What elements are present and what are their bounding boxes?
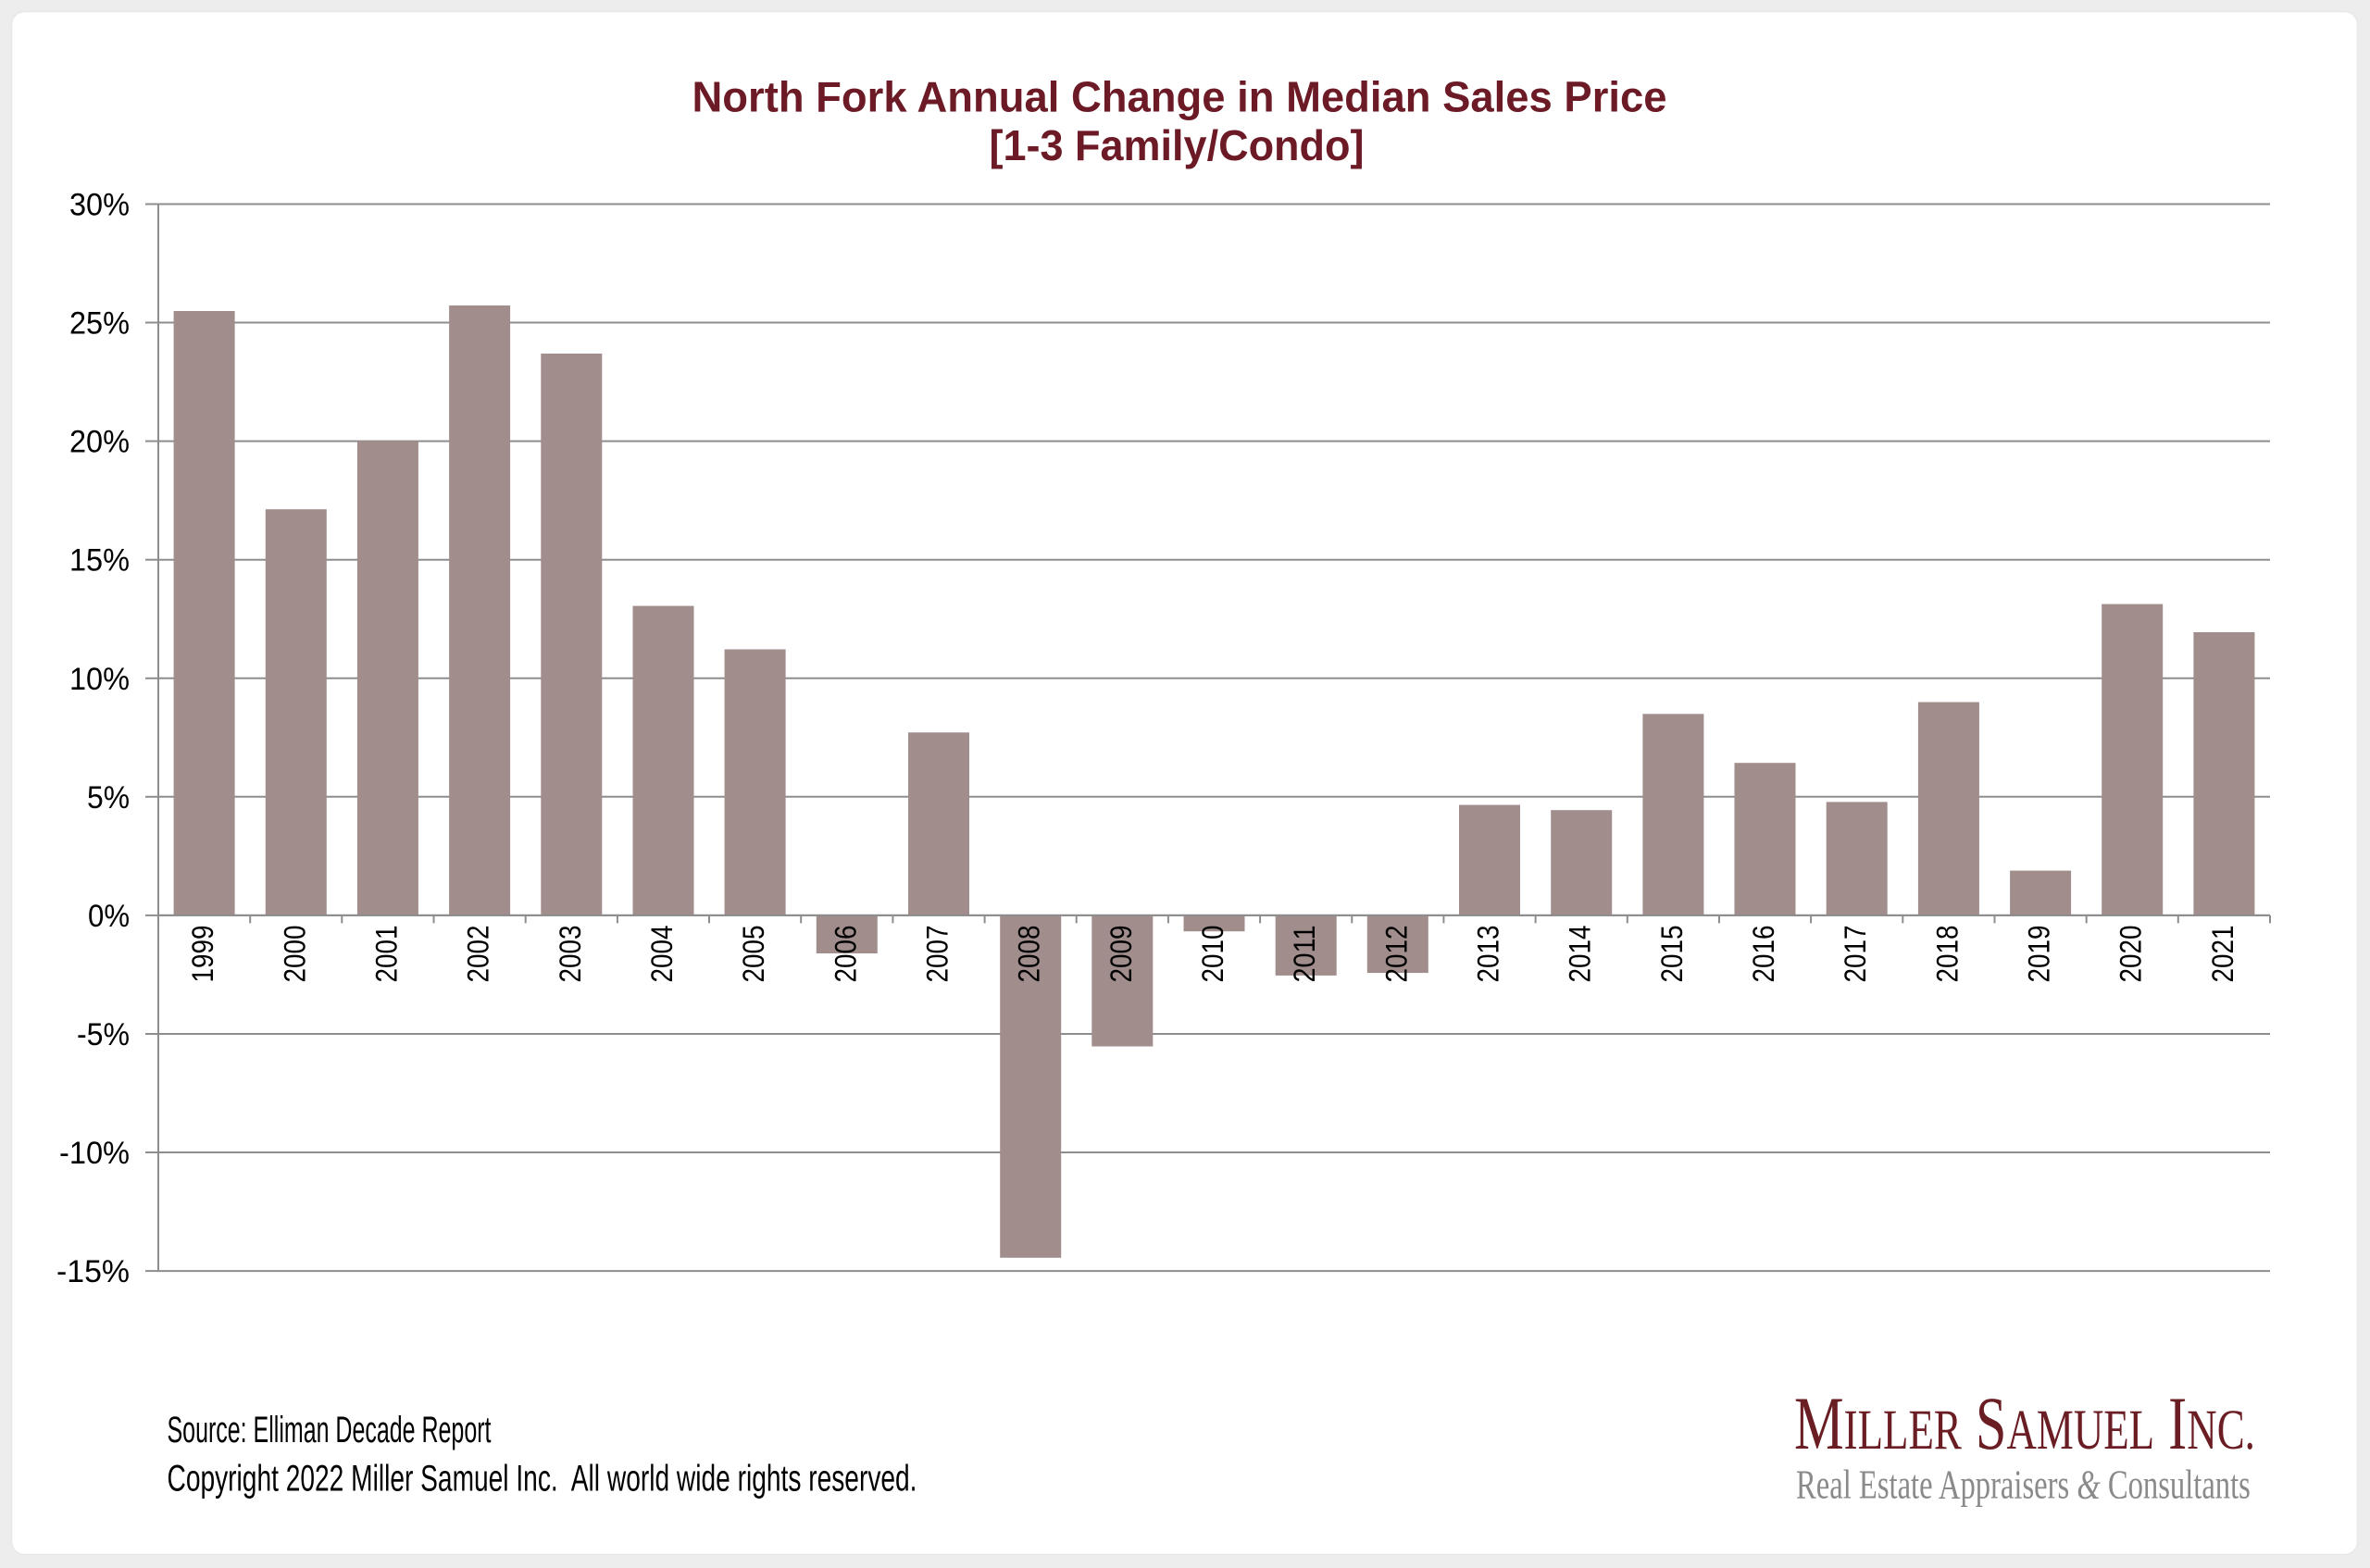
svg-text:North Fork Annual Change in Me: North Fork Annual Change in Median Sales… — [692, 73, 1667, 121]
svg-text:5%: 5% — [87, 780, 130, 815]
svg-text:Copyright 2022 Miller Samuel I: Copyright 2022 Miller Samuel Inc. All wo… — [168, 1459, 917, 1500]
svg-text:2009: 2009 — [1104, 926, 1138, 983]
svg-text:2010: 2010 — [1196, 926, 1229, 983]
svg-text:2013: 2013 — [1472, 926, 1505, 983]
svg-text:2007: 2007 — [921, 926, 954, 983]
svg-text:30%: 30% — [69, 188, 130, 223]
svg-text:Source: Elliman Decade Report: Source: Elliman Decade Report — [168, 1410, 492, 1450]
svg-text:10%: 10% — [69, 662, 130, 697]
svg-text:-5%: -5% — [77, 1017, 130, 1052]
svg-text:2001: 2001 — [369, 926, 403, 983]
svg-text:2020: 2020 — [2114, 926, 2148, 983]
svg-text:2019: 2019 — [2023, 926, 2056, 983]
svg-text:2004: 2004 — [645, 926, 679, 983]
svg-text:2000: 2000 — [278, 926, 311, 983]
svg-text:20%: 20% — [69, 425, 130, 460]
svg-text:2016: 2016 — [1747, 926, 1780, 983]
svg-text:2021: 2021 — [2206, 926, 2239, 983]
svg-text:1999: 1999 — [186, 926, 219, 983]
svg-text:Real Estate Appraisers & Consu: Real Estate Appraisers & Consultants — [1796, 1462, 2251, 1508]
svg-text:2011: 2011 — [1288, 926, 1321, 983]
svg-text:2003: 2003 — [554, 926, 587, 983]
svg-text:[1-3 Family/Condo]: [1-3 Family/Condo] — [990, 121, 1365, 169]
svg-text:-10%: -10% — [59, 1136, 130, 1171]
svg-text:25%: 25% — [69, 306, 130, 342]
svg-text:2005: 2005 — [737, 926, 770, 983]
svg-text:2017: 2017 — [1839, 926, 1872, 983]
svg-text:2012: 2012 — [1379, 926, 1413, 983]
svg-text:2008: 2008 — [1013, 926, 1046, 983]
svg-text:2015: 2015 — [1655, 926, 1689, 983]
svg-text:0%: 0% — [88, 899, 130, 934]
svg-text:15%: 15% — [69, 543, 130, 579]
svg-text:2014: 2014 — [1564, 926, 1597, 983]
svg-text:2002: 2002 — [462, 926, 495, 983]
svg-text:-15%: -15% — [56, 1254, 130, 1289]
svg-text:2018: 2018 — [1930, 926, 1964, 983]
svg-text:2006: 2006 — [829, 926, 862, 983]
